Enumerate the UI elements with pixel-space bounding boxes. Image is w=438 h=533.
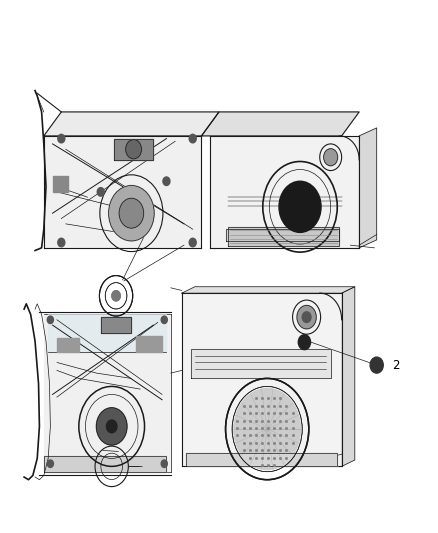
Circle shape <box>161 316 167 324</box>
Circle shape <box>298 335 311 350</box>
Polygon shape <box>48 314 166 352</box>
Polygon shape <box>44 112 219 136</box>
Polygon shape <box>57 338 79 352</box>
Circle shape <box>161 460 167 467</box>
Circle shape <box>119 198 144 228</box>
Circle shape <box>189 134 196 143</box>
Polygon shape <box>210 136 359 248</box>
Circle shape <box>297 305 316 329</box>
Circle shape <box>279 181 321 232</box>
Polygon shape <box>114 139 153 160</box>
Circle shape <box>112 291 120 301</box>
Polygon shape <box>44 136 201 248</box>
Circle shape <box>47 316 53 324</box>
Text: 1: 1 <box>145 461 152 474</box>
Circle shape <box>324 149 338 166</box>
Circle shape <box>302 312 311 322</box>
Circle shape <box>58 238 65 247</box>
Circle shape <box>47 460 53 467</box>
Circle shape <box>58 134 65 143</box>
Polygon shape <box>136 336 162 352</box>
Text: 1: 1 <box>112 321 120 334</box>
Polygon shape <box>342 287 355 466</box>
Circle shape <box>96 408 127 445</box>
Polygon shape <box>53 176 68 192</box>
Polygon shape <box>186 453 337 466</box>
Circle shape <box>370 357 383 373</box>
Circle shape <box>189 238 196 247</box>
Polygon shape <box>201 112 359 136</box>
Polygon shape <box>359 128 377 248</box>
Circle shape <box>112 291 120 301</box>
Polygon shape <box>228 227 339 246</box>
Circle shape <box>109 185 154 241</box>
Polygon shape <box>101 317 131 333</box>
Text: 2: 2 <box>392 359 399 372</box>
Circle shape <box>126 140 141 159</box>
Polygon shape <box>44 456 166 472</box>
Circle shape <box>97 188 104 196</box>
Polygon shape <box>226 229 339 241</box>
Circle shape <box>163 177 170 185</box>
Circle shape <box>106 420 117 433</box>
Polygon shape <box>44 314 171 472</box>
Polygon shape <box>182 293 342 466</box>
Circle shape <box>234 389 300 470</box>
Polygon shape <box>191 349 331 378</box>
Polygon shape <box>182 287 355 293</box>
